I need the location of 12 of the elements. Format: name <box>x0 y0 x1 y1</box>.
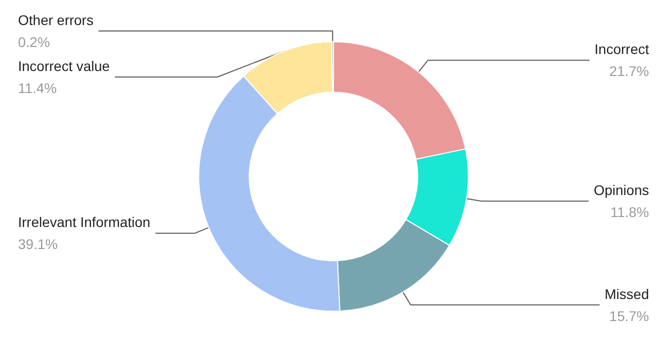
data-label: 11.4% <box>18 80 57 96</box>
data-label: 39.1% <box>18 236 58 252</box>
data-label: 0.2% <box>18 34 50 50</box>
data-label: 15.7% <box>609 308 649 324</box>
data-label: 11.8% <box>610 204 649 220</box>
slice-label: Opinions <box>594 182 649 198</box>
slice-label: Irrelevant Information <box>18 214 150 230</box>
slice-label: Incorrect <box>594 41 650 58</box>
data-label: 21.7% <box>609 63 649 80</box>
slice-label: Other errors <box>18 12 94 28</box>
slice-label: Missed <box>604 286 649 302</box>
slice-label: Incorrect value <box>18 58 110 74</box>
